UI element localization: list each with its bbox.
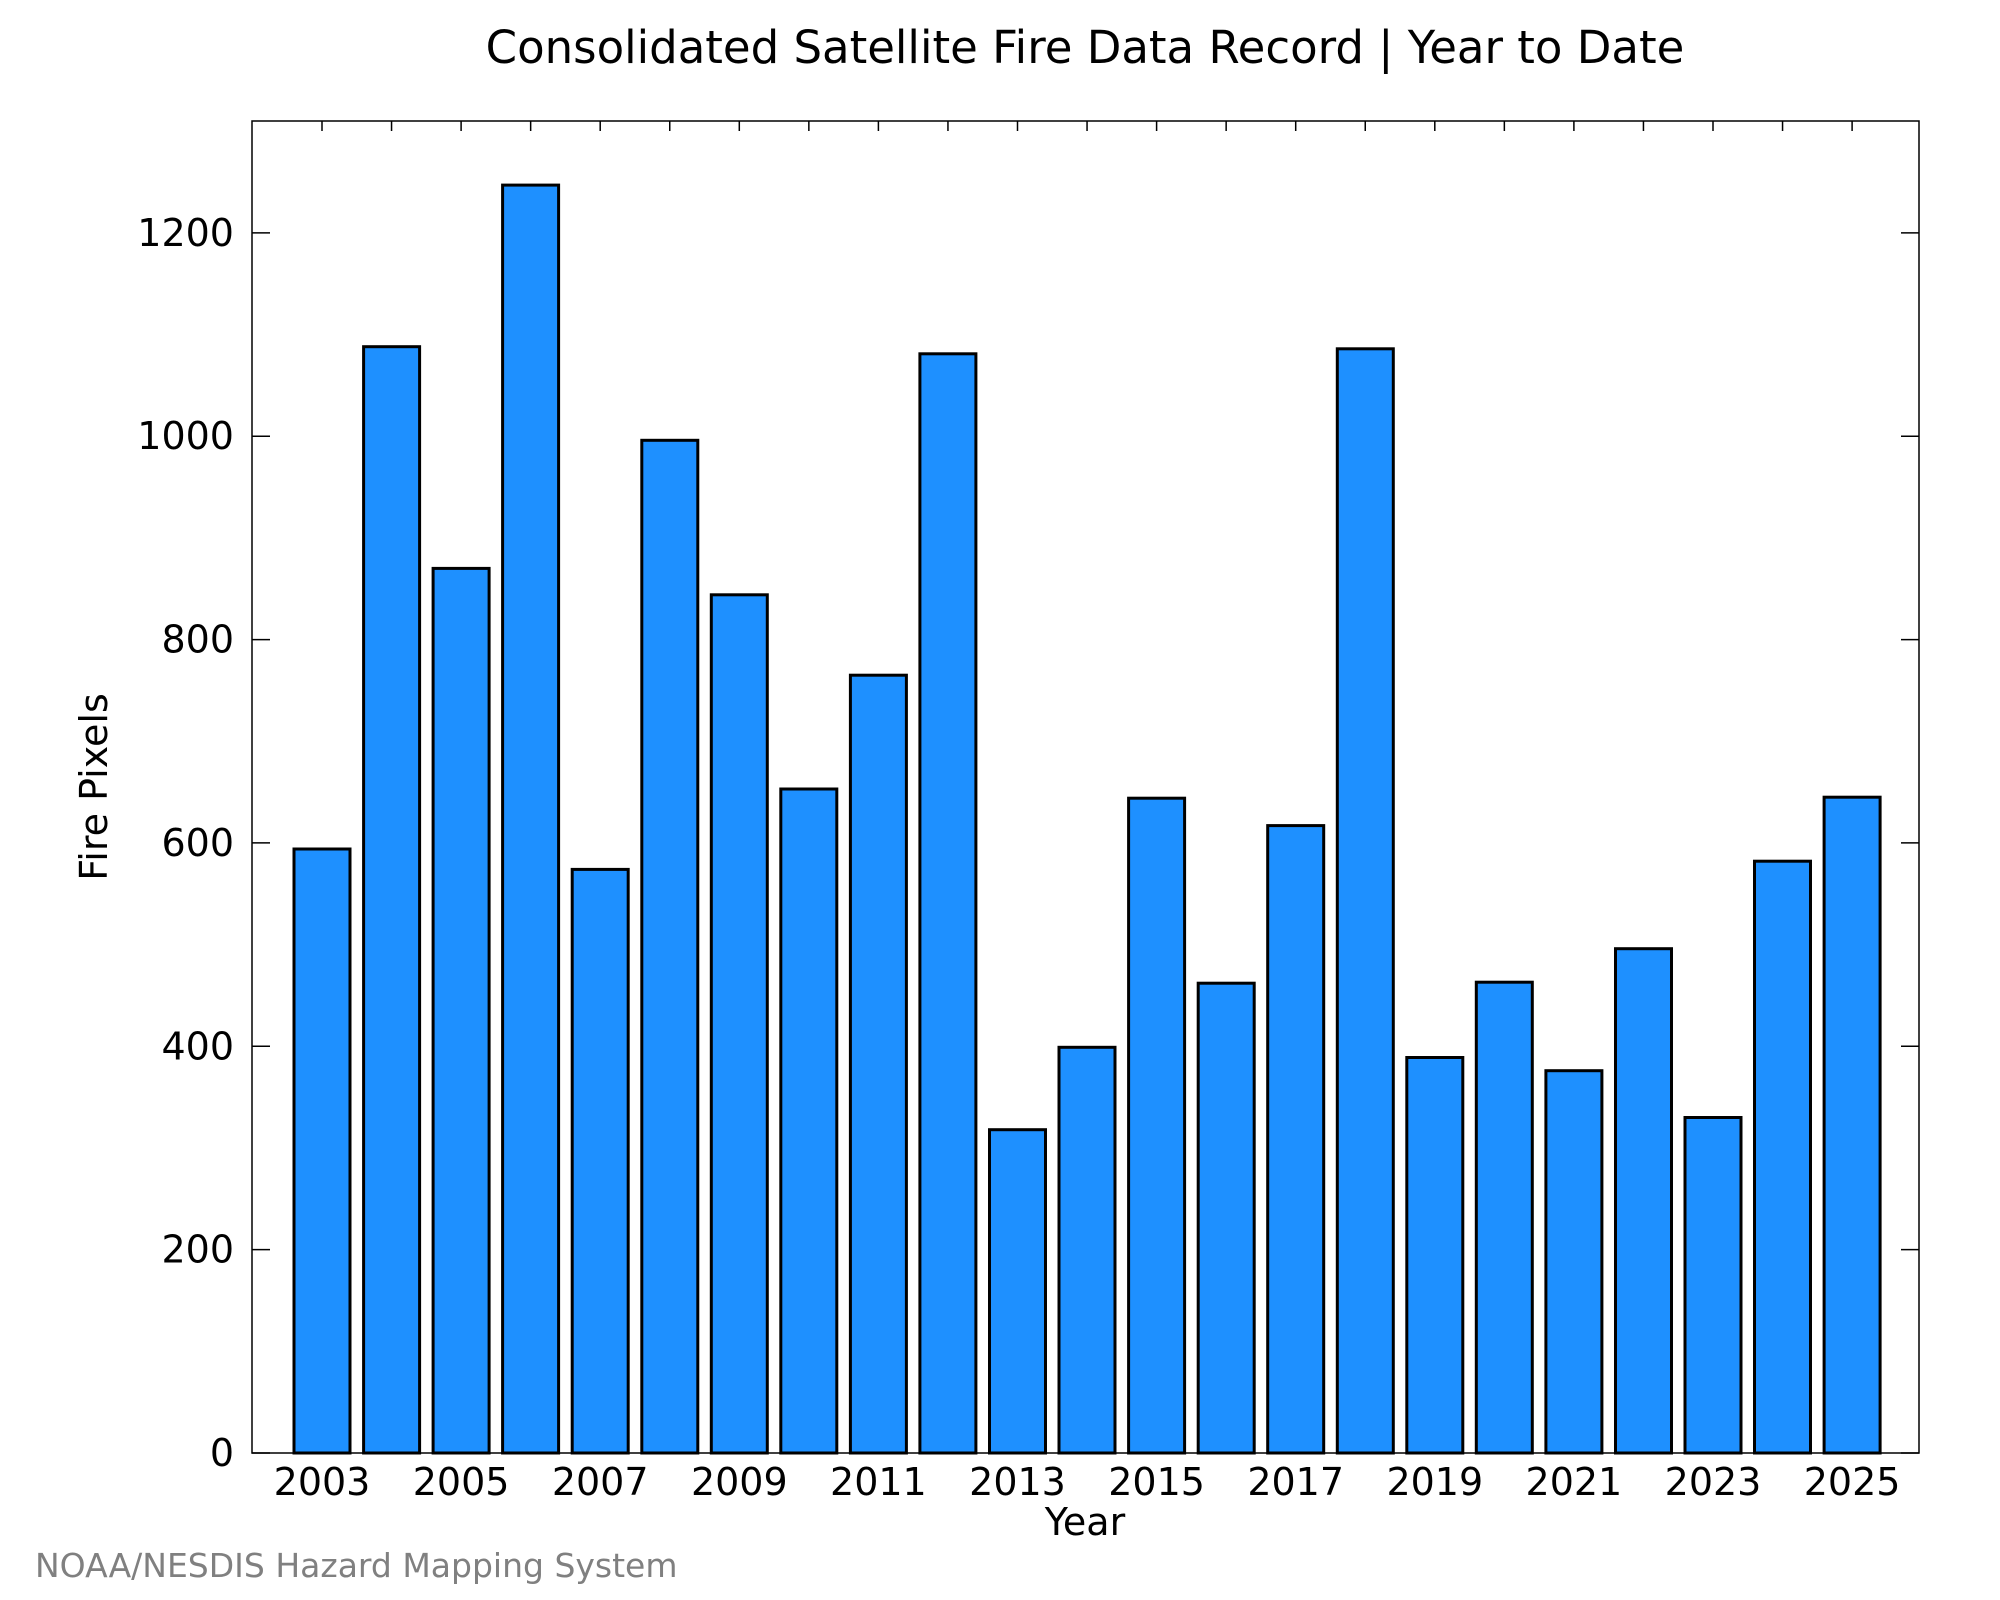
bar-2017 — [1266, 824, 1326, 1455]
bar-2011 — [848, 673, 908, 1455]
bar-2013 — [988, 1128, 1047, 1455]
x-tick-label: 2015 — [1108, 1460, 1205, 1504]
bar-2003 — [292, 847, 352, 1455]
y-tick-label: 400 — [161, 1024, 234, 1068]
bar-2019 — [1405, 1056, 1465, 1455]
x-tick-label: 2019 — [1386, 1460, 1483, 1504]
x-tick-label: 2025 — [1804, 1460, 1901, 1504]
bar-2025 — [1822, 795, 1882, 1455]
bar-2007 — [570, 867, 630, 1455]
x-axis-label: Year — [1044, 1500, 1126, 1544]
bar-2012 — [918, 352, 978, 1455]
bar-2006 — [501, 183, 561, 1455]
x-tick-label: 2011 — [830, 1460, 927, 1504]
bar-2016 — [1196, 981, 1256, 1455]
x-tick-label: 2009 — [691, 1460, 788, 1504]
y-axis-label: Fire Pixels — [72, 693, 116, 881]
y-tick-label: 1200 — [137, 211, 234, 255]
chart-title: Consolidated Satellite Fire Data Record … — [486, 21, 1685, 74]
bar-2015 — [1127, 796, 1187, 1455]
x-tick-label: 2023 — [1665, 1460, 1762, 1504]
y-tick-label: 800 — [161, 618, 234, 662]
x-tick-label: 2003 — [274, 1460, 371, 1504]
y-tick-label: 1000 — [137, 414, 234, 458]
x-tick-labels: 2003 2005 2007 2009 2011 2013 2015 2017 2019 2021… — [274, 1460, 1901, 1504]
bar-2014 — [1057, 1045, 1117, 1455]
x-tick-label: 2007 — [552, 1460, 649, 1504]
bar-2024 — [1753, 859, 1812, 1455]
x-tick-label: 2017 — [1247, 1460, 1344, 1504]
y-tick-labels: 0 200 400 600 800 1000 1200 — [137, 211, 234, 1475]
y-tick-label: 200 — [161, 1228, 234, 1272]
bar-2023 — [1683, 1116, 1743, 1455]
bar-2018 — [1335, 347, 1395, 1455]
bar-2010 — [779, 787, 839, 1455]
bar-2008 — [640, 438, 700, 1455]
bar-2005 — [431, 566, 491, 1455]
bars — [292, 183, 1882, 1455]
bar-2022 — [1614, 947, 1673, 1455]
y-tick-label: 600 — [161, 821, 234, 865]
bar-2009 — [709, 593, 769, 1455]
x-tick-label: 2021 — [1526, 1460, 1623, 1504]
bar-2021 — [1544, 1069, 1604, 1455]
x-tick-label: 2013 — [969, 1460, 1066, 1504]
credit-text: NOAA/NESDIS Hazard Mapping System — [35, 1546, 678, 1585]
bar-2020 — [1474, 980, 1534, 1455]
y-tick-label: 0 — [210, 1431, 234, 1475]
x-tick-label: 2005 — [413, 1460, 510, 1504]
bar-2004 — [362, 345, 422, 1455]
